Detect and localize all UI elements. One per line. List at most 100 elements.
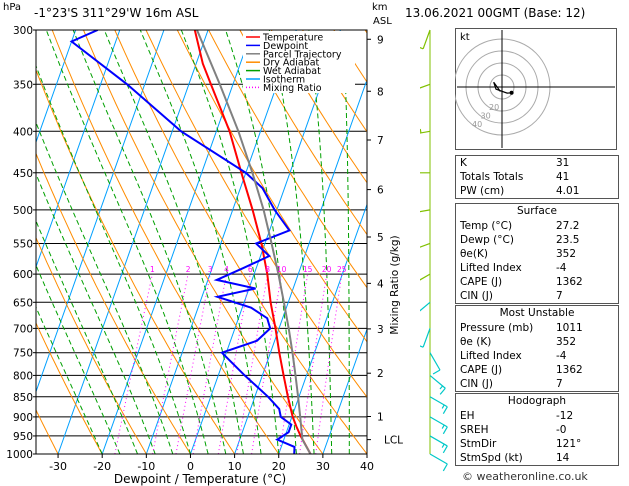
pressure-tick-label: 550: [13, 238, 33, 250]
wet-adiabat-line: [36, 172, 156, 454]
dry-adiabat-line: [239, 30, 367, 236]
wet-adiabat-line: [366, 416, 367, 454]
wind-barb: [420, 242, 431, 248]
mixing-ratio-line: [192, 274, 227, 454]
mixing-ratio-label: 2: [186, 265, 191, 274]
row-value: -4: [556, 350, 567, 362]
hodograph-table-title: Hodograph: [507, 395, 567, 407]
wet-adiabat-line: [36, 121, 174, 454]
mixing-ratio-line: [251, 274, 283, 454]
height-tick-label: 5: [377, 232, 384, 244]
row-value: 7: [556, 290, 563, 302]
pressure-axis-unit: hPa: [3, 2, 22, 13]
temperature-tick-label: -20: [93, 460, 111, 473]
table-row: StmDir 121°: [456, 437, 618, 451]
dry-adiabat-line: [36, 68, 236, 454]
most-unstable-title: Most Unstable: [499, 307, 575, 319]
height-tick-label: 4: [377, 278, 384, 290]
wind-barb: [420, 83, 431, 89]
isotherm-line: [189, 30, 341, 454]
wind-barb: [420, 29, 431, 50]
wet-adiabat-line: [45, 30, 209, 454]
table-row: Dewp (°C) 23.5: [456, 233, 618, 247]
height-tick-label: 7: [377, 135, 384, 147]
table-row: EH -12: [456, 409, 618, 423]
pressure-tick-label: 1000: [6, 449, 33, 461]
isotherm-line: [234, 78, 367, 454]
row-label: Pressure (mb): [460, 322, 534, 334]
hodograph-frame: [455, 28, 617, 150]
legend-box: [243, 31, 355, 93]
row-label: CIN (J): [460, 290, 493, 302]
wind-barb: [420, 172, 430, 174]
temperature-trace: [193, 30, 312, 454]
dry-adiabat-line: [36, 321, 103, 454]
row-label: EH: [460, 410, 475, 422]
x-axis-title: Dewpoint / Temperature (°C): [114, 472, 286, 486]
row-label: CIN (J): [460, 378, 493, 390]
mixing-ratio-label: 6: [248, 265, 253, 274]
wet-adiabat-line: [103, 30, 244, 454]
wet-adiabat-line: [342, 30, 350, 454]
isotherm-line: [322, 327, 367, 454]
mixing-ratio-label: 3: [208, 265, 213, 274]
hodograph-table: Hodograph EH -12 SREH -0 StmDir 121° StmSpd (k…: [455, 393, 619, 466]
wind-barb: [429, 374, 446, 395]
dry-adiabat-line: [114, 30, 367, 454]
row-value: 14: [556, 452, 570, 464]
mixing-ratio-line: [299, 274, 328, 454]
row-label: CAPE (J): [460, 364, 503, 376]
location-label: -1°23'S 311°29'W 16m ASL: [34, 6, 199, 20]
table-row: StmSpd (kt) 14: [456, 451, 618, 465]
table-row: Lifted Index -4: [456, 349, 618, 363]
storm-motion-marker: [509, 90, 514, 95]
plot-frame: [35, 29, 368, 455]
chart-axes: 3003504004505005506006507007508008509009…: [6, 25, 403, 473]
chart-series: [69, 30, 312, 454]
height-tick-label: 6: [377, 185, 384, 197]
isotherm-line: [36, 30, 77, 144]
table-row: CAPE (J) 1362: [456, 363, 618, 377]
wind-barb: [420, 273, 431, 281]
temperature-tick-label: 10: [228, 460, 242, 473]
legend-label: Mixing Ratio: [263, 83, 322, 94]
asl-axis-unit: ASL: [373, 16, 392, 27]
wind-barb: [429, 352, 441, 375]
chart-grid: [36, 30, 367, 454]
dry-adiabat-line: [36, 236, 147, 454]
legend-label: Temperature: [262, 33, 323, 44]
mixing-ratio-label: 15: [303, 265, 313, 274]
wet-adiabat-line: [36, 64, 191, 454]
row-label: CAPE (J): [460, 276, 503, 288]
row-value: -0: [556, 424, 567, 436]
height-tick-label: 2: [377, 368, 384, 380]
legend-label: Parcel Trajectory: [263, 49, 342, 60]
row-value: 352: [556, 336, 577, 348]
height-tick-label: 1: [377, 412, 384, 424]
mixing-ratio-axis-title: Mixing Ratio (g/kg): [389, 235, 401, 334]
row-label: Temp (°C): [460, 220, 513, 232]
isotherm-line: [57, 30, 209, 454]
row-value: 352: [556, 248, 577, 260]
row-label: StmSpd (kt): [460, 452, 523, 464]
dewpoint-trace: [69, 30, 296, 454]
temperature-tick-label: 20: [272, 460, 286, 473]
parcel-trace: [196, 30, 312, 454]
row-value: 31: [556, 157, 570, 169]
row-label: θe (K): [460, 336, 492, 348]
mixing-ratio-label: 1: [150, 265, 155, 274]
table-row: Totals Totals 41: [456, 170, 618, 184]
legend-label: Dewpoint: [263, 41, 308, 52]
table-row: CAPE (J) 1362: [456, 275, 618, 289]
temperature-tick-label: 30: [316, 460, 330, 473]
row-value: 1362: [556, 364, 583, 376]
wind-barb: [420, 301, 431, 312]
row-value: 121°: [556, 438, 582, 450]
height-tick-label: 8: [377, 86, 384, 98]
height-tick-label: 3: [377, 324, 384, 336]
dry-adiabat-line: [36, 152, 191, 454]
mixing-ratio-label: 8: [265, 265, 270, 274]
mixing-ratio-line: [236, 274, 269, 454]
row-label: Totals Totals: [460, 171, 524, 183]
